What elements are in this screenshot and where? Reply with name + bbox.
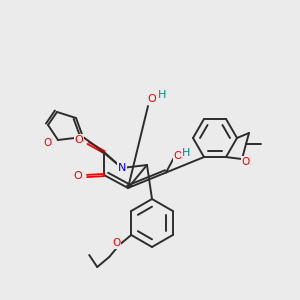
Text: O: O bbox=[112, 238, 120, 248]
Text: H: H bbox=[158, 90, 166, 100]
Text: H: H bbox=[182, 148, 190, 158]
Text: O: O bbox=[174, 151, 182, 160]
Text: O: O bbox=[242, 157, 250, 167]
Text: O: O bbox=[148, 94, 156, 104]
Text: O: O bbox=[44, 138, 52, 148]
Text: O: O bbox=[74, 171, 82, 181]
Text: O: O bbox=[75, 135, 83, 145]
Text: N: N bbox=[118, 163, 126, 173]
